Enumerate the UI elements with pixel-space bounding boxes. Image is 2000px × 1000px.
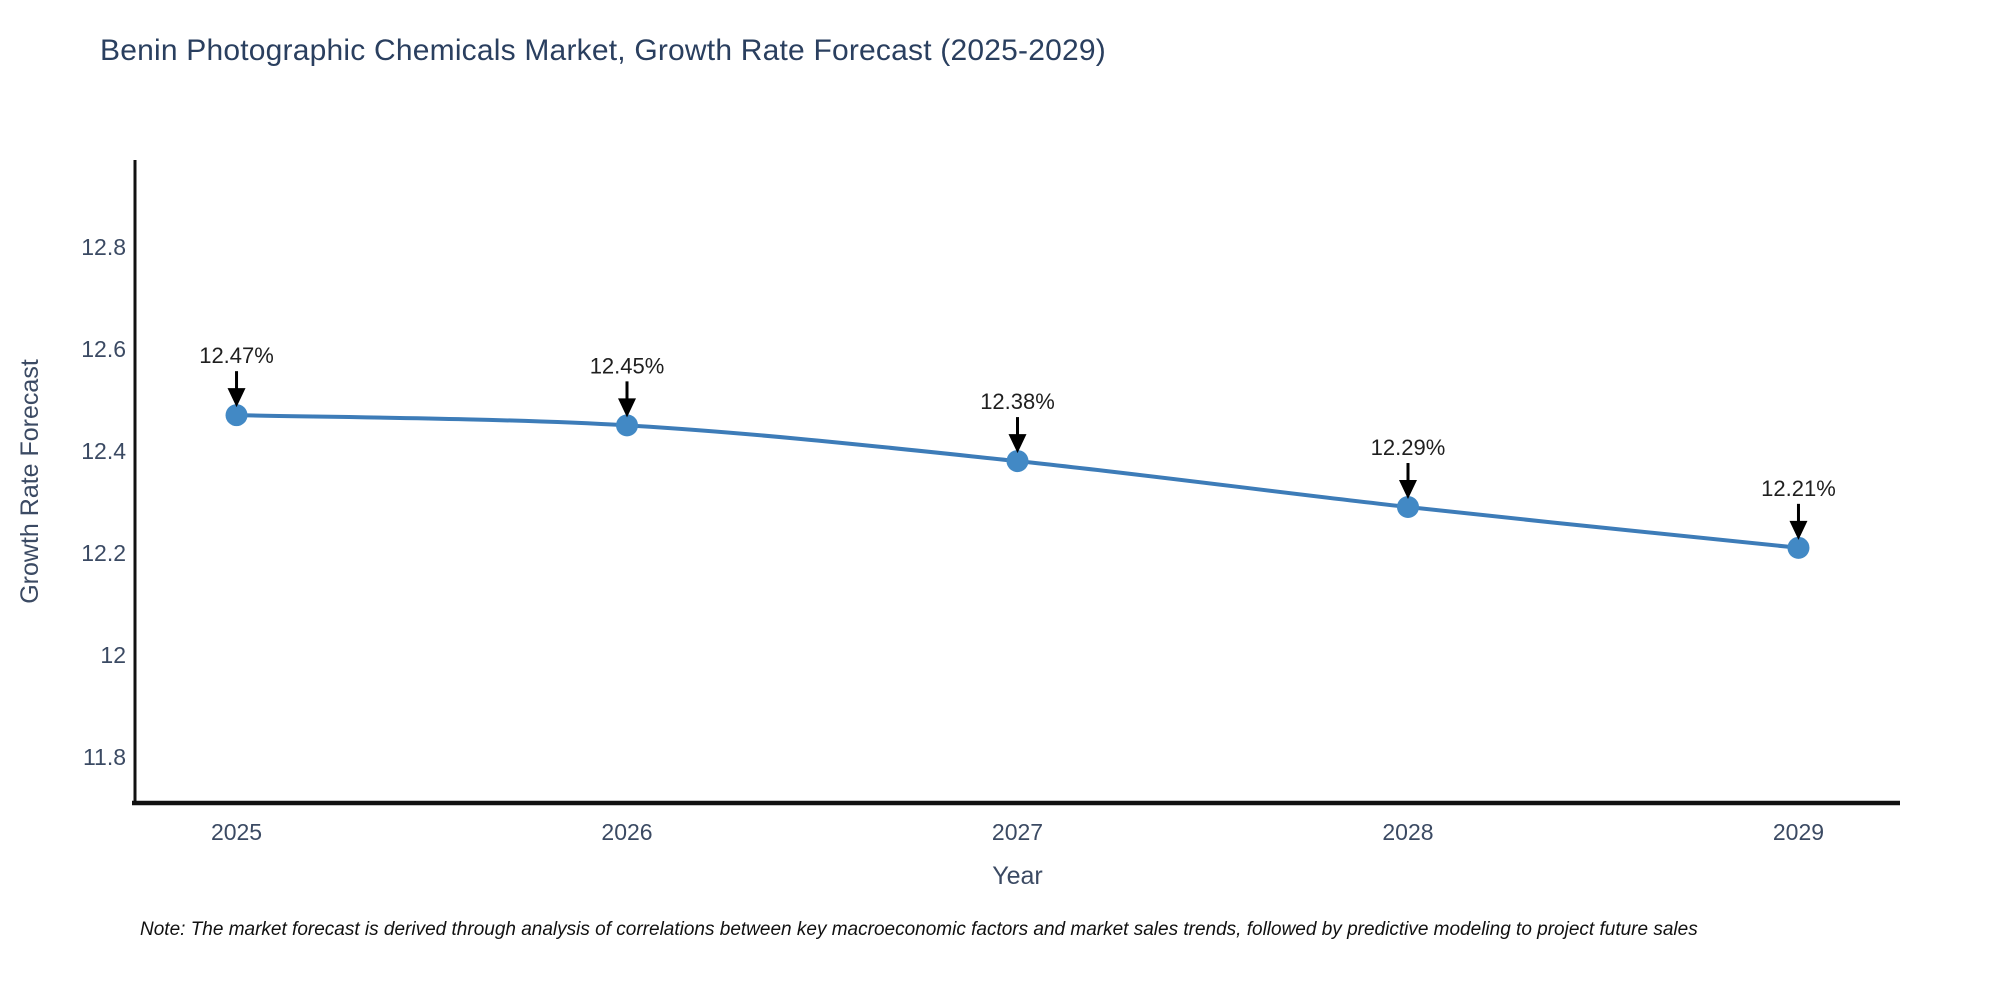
data-point-marker[interactable] bbox=[225, 404, 248, 427]
x-tick-label: 2026 bbox=[601, 819, 652, 845]
x-tick-label: 2025 bbox=[211, 819, 262, 845]
data-point-label: 12.29% bbox=[1371, 435, 1446, 460]
x-tick-label: 2027 bbox=[992, 819, 1043, 845]
footnote-text: Note: The market forecast is derived thr… bbox=[140, 919, 1698, 940]
annotation-arrowhead-icon bbox=[618, 398, 637, 418]
x-axis-title: Year bbox=[992, 862, 1043, 890]
y-tick-label: 12.2 bbox=[81, 540, 126, 566]
y-tick-label: 11.8 bbox=[83, 744, 126, 770]
growth-rate-line-chart: 11.8 12 12.2 12.4 12.6 12.8 2025 2026 2027 2028 20… bbox=[16, 160, 1900, 890]
y-axis-title: Growth Rate Forecast bbox=[16, 359, 44, 604]
data-point-marker[interactable] bbox=[616, 414, 639, 437]
y-tick-label: 12.6 bbox=[81, 336, 126, 362]
annotation-arrowhead-icon bbox=[1008, 434, 1027, 454]
data-point-marker[interactable] bbox=[1787, 536, 1810, 559]
data-point-label: 12.21% bbox=[1761, 476, 1836, 501]
y-tick-label: 12.8 bbox=[81, 234, 126, 260]
annotation-arrowhead-icon bbox=[1789, 520, 1808, 540]
data-point-marker[interactable] bbox=[1006, 450, 1029, 473]
annotation-arrowhead-icon bbox=[1398, 480, 1417, 500]
y-tick-label: 12 bbox=[100, 642, 126, 668]
chart-title: Benin Photographic Chemicals Market, Gro… bbox=[100, 34, 1106, 67]
data-point-label: 12.38% bbox=[980, 389, 1055, 414]
annotation-arrowhead-icon bbox=[227, 388, 246, 408]
x-tick-label: 2029 bbox=[1773, 819, 1824, 845]
x-tick-label: 2028 bbox=[1382, 819, 1433, 845]
data-point-label: 12.45% bbox=[590, 353, 665, 378]
data-point-label: 12.47% bbox=[199, 343, 274, 368]
y-tick-label: 12.4 bbox=[81, 438, 126, 464]
data-point-marker[interactable] bbox=[1396, 496, 1419, 519]
